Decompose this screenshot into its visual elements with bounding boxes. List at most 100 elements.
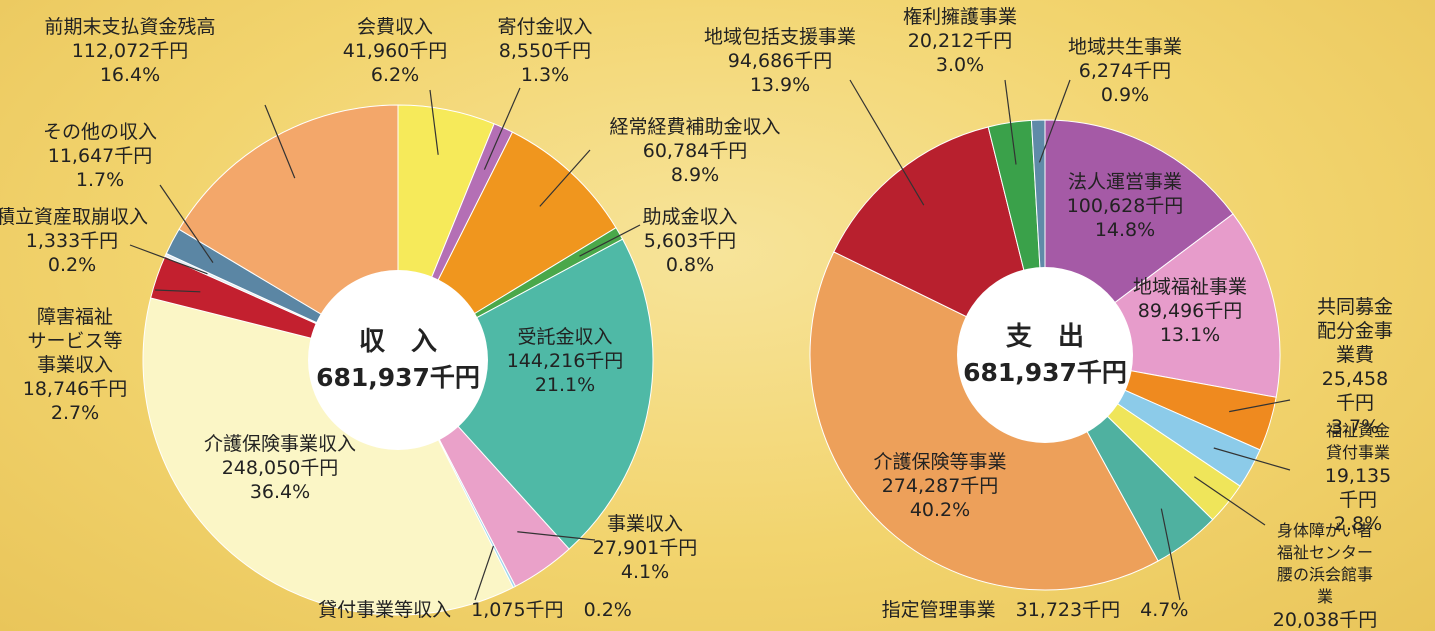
- slice-percent: 2.7%: [50, 402, 100, 424]
- leader-line: [1160, 508, 1181, 601]
- center-label: 収 入 681,937千円: [316, 324, 480, 396]
- slice-percent: 1.3%: [520, 64, 570, 86]
- slice-label: 会費収入 41,960千円 6.2%: [343, 15, 447, 87]
- slice-name: 寄付金収入: [497, 16, 593, 38]
- slice-percent: 4.1%: [620, 561, 670, 583]
- slice-name: 介護保険等事業: [873, 451, 1007, 473]
- slice-percent: 13.1%: [1159, 324, 1221, 346]
- slice-label: 積立資産取崩収入 1,333千円 0.2%: [0, 205, 148, 277]
- slice-value: 41,960千円: [342, 40, 448, 62]
- slice-name: 障害福祉 サービス等 事業収入: [27, 306, 123, 376]
- slice-percent: 14.8%: [1094, 219, 1156, 241]
- slice-percent: 8.9%: [670, 164, 720, 186]
- leader-line: [579, 224, 641, 257]
- leader-line: [539, 149, 591, 207]
- slice-value: 20,212千円: [907, 30, 1013, 52]
- leader-line: [1004, 79, 1017, 165]
- slice-percent: 0.2%: [47, 254, 97, 276]
- slice-name: 積立資産取崩収入: [0, 206, 149, 228]
- slice-percent: 1.7%: [75, 169, 125, 191]
- center-label: 支 出 681,937千円: [963, 319, 1127, 391]
- slice-value: 31,723千円: [1015, 599, 1121, 621]
- slice-value: 1,333千円: [25, 230, 119, 252]
- slice-percent: 36.4%: [249, 481, 311, 503]
- slice-value: 6,274千円: [1078, 60, 1172, 82]
- slice-label: 事業収入 27,901千円 4.1%: [593, 512, 697, 584]
- leader-line: [483, 87, 521, 170]
- slice-name: 介護保険事業収入: [203, 433, 357, 455]
- slice-label: 障害福祉 サービス等 事業収入 18,746千円 2.7%: [23, 305, 127, 425]
- slice-percent: 16.4%: [99, 64, 161, 86]
- slice-label: 助成金収入 5,603千円 0.8%: [642, 205, 737, 277]
- slice-name: 身体障がい者福祉センター 腰の浜会館事業: [1276, 521, 1373, 606]
- slice-value: 112,072千円: [71, 40, 189, 62]
- slice-label: 指定管理事業 31,723千円 4.7%: [872, 598, 1199, 622]
- pie-slice: [397, 238, 654, 550]
- leader-line: [1038, 79, 1071, 163]
- leader-line: [129, 244, 208, 275]
- slice-percent: 3.7%: [1330, 416, 1380, 438]
- slice-value: 11,647千円: [47, 145, 153, 167]
- slice-label: その他の収入 11,647千円 1.7%: [43, 120, 157, 192]
- center-title: 支 出: [1005, 322, 1084, 352]
- slice-name: 助成金収入: [642, 206, 738, 228]
- leader-line: [849, 79, 925, 206]
- slice-value: 60,784千円: [642, 140, 748, 162]
- slice-label: 受託金収入 144,216千円 21.1%: [507, 325, 624, 397]
- slice-percent: 6.2%: [370, 64, 420, 86]
- leader-line: [264, 104, 296, 179]
- leader-line: [517, 531, 596, 541]
- slice-label: 寄付金収入 8,550千円 1.3%: [497, 15, 592, 87]
- slice-value: 19,135千円: [1324, 465, 1392, 511]
- slice-value: 27,901千円: [592, 537, 698, 559]
- leader-line: [1213, 447, 1291, 471]
- leader-line: [1229, 399, 1291, 413]
- center-total: 681,937千円: [316, 363, 480, 392]
- slice-label: 地域福祉事業 89,496千円 13.1%: [1133, 275, 1247, 347]
- slice-percent: 3.0%: [935, 54, 985, 76]
- slice-name: 前期末支払資金残高: [44, 16, 216, 38]
- pie-slice: [809, 251, 1159, 591]
- leader-line: [1193, 476, 1266, 526]
- leader-line: [474, 545, 494, 601]
- slice-value: 18,746千円: [22, 378, 128, 400]
- slice-label: 経常経費補助金収入 60,784千円 8.9%: [609, 115, 780, 187]
- slice-name: 事業収入: [606, 513, 684, 535]
- slice-name: 地域福祉事業: [1132, 276, 1248, 298]
- slice-value: 144,216千円: [506, 350, 624, 372]
- slice-percent: 13.9%: [749, 74, 811, 96]
- slice-label: 共同募金 配分金事業費 25,458千円 3.7%: [1315, 295, 1395, 439]
- slice-name: 法人運営事業: [1067, 171, 1183, 193]
- slice-name: 指定管理事業: [881, 599, 996, 621]
- slice-label: 前期末支払資金残高 112,072千円 16.4%: [44, 15, 215, 87]
- slice-label: 権利擁護事業 20,212千円 3.0%: [903, 5, 1017, 77]
- center-total: 681,937千円: [963, 358, 1127, 387]
- slice-value: 1,075千円: [471, 599, 564, 621]
- slice-percent: 2.8%: [1333, 513, 1383, 535]
- slice-percent: 0.9%: [1100, 84, 1150, 106]
- slice-value: 5,603千円: [643, 230, 737, 252]
- slice-name: 経常経費補助金収入: [609, 116, 781, 138]
- leader-line: [429, 89, 439, 155]
- slice-label: 介護保険事業収入 248,050千円 36.4%: [204, 432, 356, 504]
- center-circle: [957, 267, 1133, 443]
- slice-percent: 0.2%: [583, 599, 632, 621]
- slice-value: 20,038千円: [1272, 609, 1378, 631]
- slice-name: 福祉資金貸付事業: [1325, 421, 1390, 462]
- slice-name: 地域包括支援事業: [703, 26, 857, 48]
- center-circle: [308, 270, 488, 450]
- slice-name: 権利擁護事業: [902, 6, 1018, 28]
- slice-value: 94,686千円: [727, 50, 833, 72]
- slice-label: 法人運営事業 100,628千円 14.8%: [1067, 170, 1184, 242]
- slice-label: 地域包括支援事業 94,686千円 13.9%: [704, 25, 856, 97]
- pie-slice: [142, 297, 514, 616]
- slice-name: 会費収入: [356, 16, 434, 38]
- leader-line: [159, 184, 214, 263]
- slice-name: その他の収入: [42, 121, 158, 143]
- slice-value: 8,550千円: [498, 40, 592, 62]
- slice-value: 248,050千円: [221, 457, 339, 479]
- slice-name: 貸付事業等収入: [318, 599, 452, 621]
- slice-percent: 0.8%: [665, 254, 715, 276]
